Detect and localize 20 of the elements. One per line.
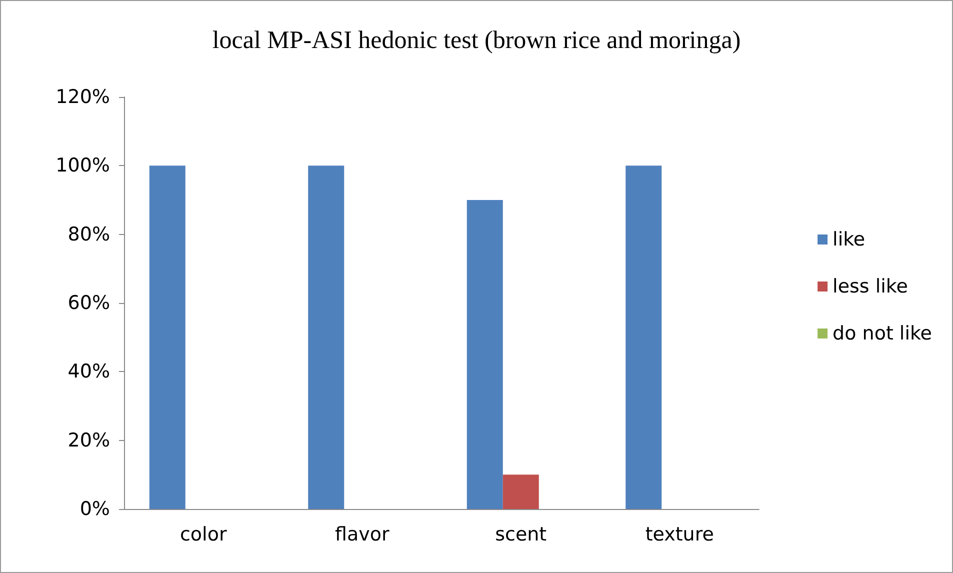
bar: [308, 166, 344, 509]
bar: [502, 474, 539, 509]
legend-label: do not like: [832, 322, 932, 344]
chart-title: local MP-ASI hedonic test (brown rice and moringa): [212, 27, 741, 54]
x-tick-label: color: [180, 524, 227, 546]
y-tick-label: 100%: [56, 154, 110, 177]
y-tick-label: 80%: [68, 223, 110, 246]
bar: [149, 166, 186, 509]
x-tick-label: flavor: [334, 524, 390, 546]
legend-label: less like: [832, 276, 908, 298]
bar: [466, 200, 503, 509]
legend-label: like: [832, 228, 866, 250]
y-tick-label: 20%: [68, 429, 110, 452]
x-tick-label: scent: [495, 524, 547, 546]
y-tick-label: 60%: [68, 292, 110, 314]
x-tick-label: texture: [645, 524, 714, 546]
y-tick-label: 120%: [56, 86, 110, 108]
bar: [626, 166, 662, 509]
y-tick-label: 0%: [80, 498, 110, 520]
y-tick-label: 40%: [68, 360, 110, 383]
